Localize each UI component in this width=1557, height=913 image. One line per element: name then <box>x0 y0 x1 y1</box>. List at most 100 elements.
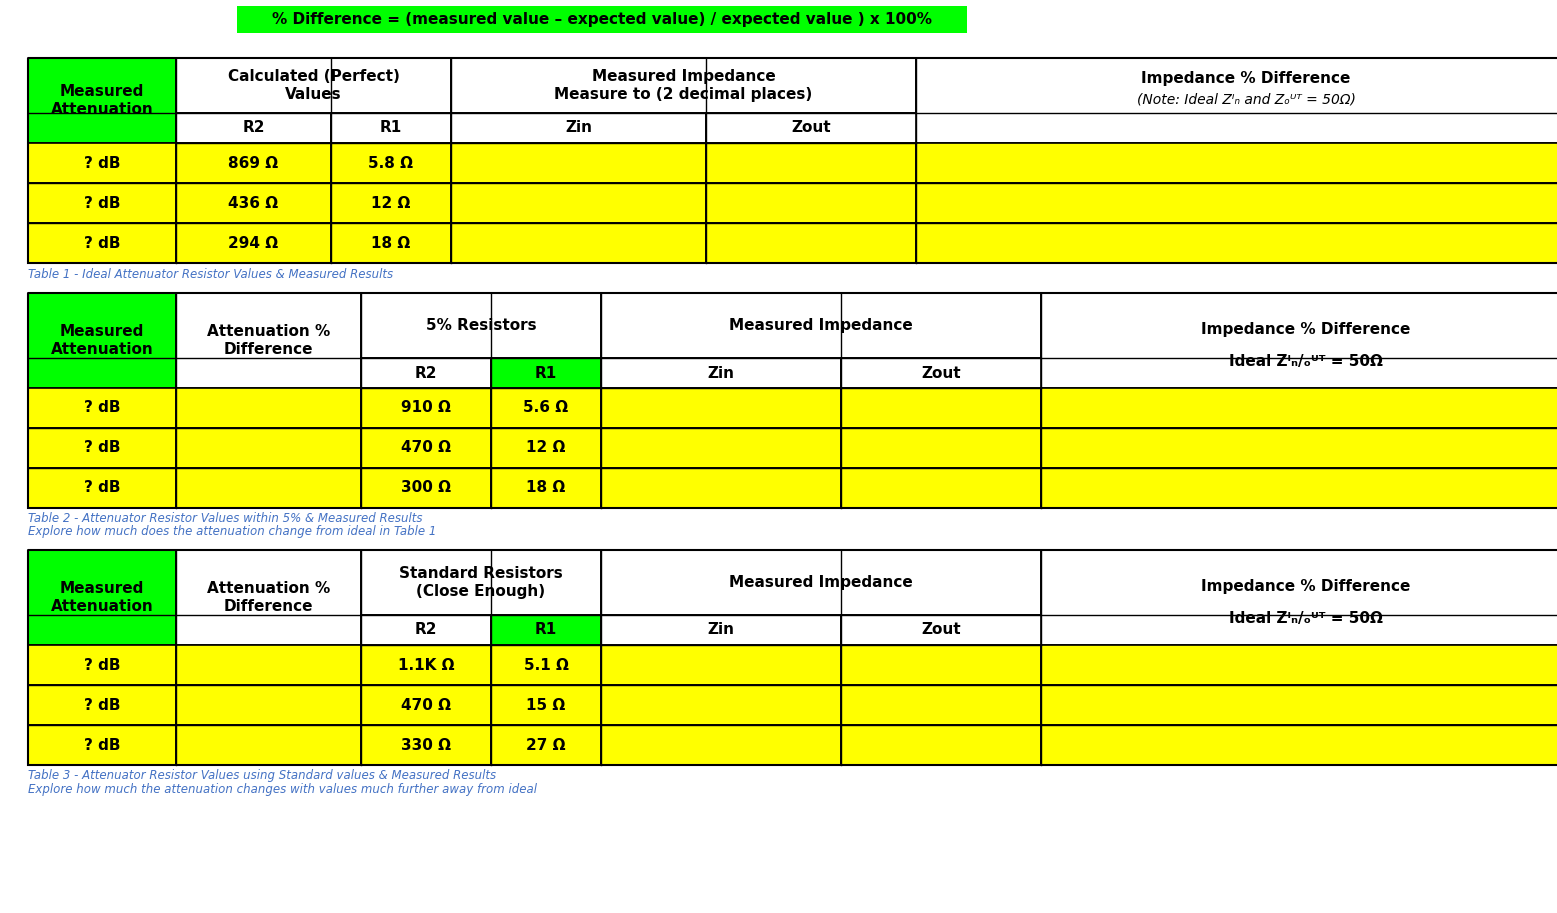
Bar <box>705 143 916 183</box>
Bar <box>176 725 361 765</box>
Text: Attenuation %
Difference: Attenuation % Difference <box>207 582 330 614</box>
Bar <box>490 428 601 468</box>
Bar <box>490 468 601 508</box>
Text: Zin: Zin <box>565 121 592 135</box>
Text: Zout: Zout <box>791 121 831 135</box>
Bar <box>28 645 176 685</box>
Bar <box>916 143 1557 183</box>
Text: 18 Ω: 18 Ω <box>526 480 565 496</box>
Text: 300 Ω: 300 Ω <box>402 480 452 496</box>
Text: Zin: Zin <box>707 365 735 381</box>
Bar <box>176 223 332 263</box>
Bar <box>1042 550 1557 645</box>
Text: Measured
Attenuation: Measured Attenuation <box>51 582 154 614</box>
Text: Ideal Zᴵₙ/ₒᵁᵀ = 50Ω: Ideal Zᴵₙ/ₒᵁᵀ = 50Ω <box>1228 611 1383 626</box>
Bar <box>601 388 841 428</box>
Text: ? dB: ? dB <box>84 738 120 752</box>
Text: Measured Impedance: Measured Impedance <box>729 575 912 590</box>
Bar <box>1042 725 1557 765</box>
Bar <box>841 685 1042 725</box>
Bar <box>601 358 841 388</box>
Text: ? dB: ? dB <box>84 236 120 250</box>
Text: Standard Resistors
(Close Enough): Standard Resistors (Close Enough) <box>399 566 564 599</box>
Bar <box>601 645 841 685</box>
Bar <box>28 468 176 508</box>
Bar <box>176 645 361 685</box>
Text: ? dB: ? dB <box>84 401 120 415</box>
Bar <box>601 725 841 765</box>
Bar <box>361 468 490 508</box>
Text: Table 1 - Ideal Attenuator Resistor Values & Measured Results: Table 1 - Ideal Attenuator Resistor Valu… <box>28 268 392 281</box>
Bar <box>176 113 332 143</box>
Text: Impedance % Difference: Impedance % Difference <box>1202 579 1411 593</box>
Bar <box>361 685 490 725</box>
Text: Zout: Zout <box>922 623 961 637</box>
Text: 294 Ω: 294 Ω <box>229 236 279 250</box>
Text: Calculated (Perfect)
Values: Calculated (Perfect) Values <box>227 69 400 101</box>
Bar <box>28 550 1557 765</box>
Text: Ideal Zᴵₙ/ₒᵁᵀ = 50Ω: Ideal Zᴵₙ/ₒᵁᵀ = 50Ω <box>1228 354 1383 369</box>
Text: Table 2 - Attenuator Resistor Values within 5% & Measured Results: Table 2 - Attenuator Resistor Values wit… <box>28 512 422 526</box>
Text: ? dB: ? dB <box>84 480 120 496</box>
Text: 1.1K Ω: 1.1K Ω <box>397 657 455 673</box>
Bar <box>841 645 1042 685</box>
Bar <box>490 685 601 725</box>
Bar <box>841 468 1042 508</box>
Bar <box>452 183 705 223</box>
Bar <box>28 428 176 468</box>
Text: R1: R1 <box>536 623 557 637</box>
Text: 12 Ω: 12 Ω <box>526 440 565 456</box>
Bar <box>332 183 452 223</box>
Bar <box>361 358 490 388</box>
Bar <box>490 388 601 428</box>
Bar <box>361 725 490 765</box>
Bar <box>705 223 916 263</box>
Bar <box>841 615 1042 645</box>
Text: R2: R2 <box>414 623 438 637</box>
Bar <box>332 223 452 263</box>
Text: 15 Ω: 15 Ω <box>526 698 565 712</box>
Text: Table 3 - Attenuator Resistor Values using Standard values & Measured Results: Table 3 - Attenuator Resistor Values usi… <box>28 770 497 782</box>
Text: Impedance % Difference: Impedance % Difference <box>1141 71 1350 87</box>
Bar <box>28 58 176 143</box>
Text: 330 Ω: 330 Ω <box>402 738 452 752</box>
Bar <box>1042 645 1557 685</box>
Bar <box>841 725 1042 765</box>
Text: 18 Ω: 18 Ω <box>372 236 411 250</box>
Bar <box>332 113 452 143</box>
Bar <box>601 615 841 645</box>
Text: Impedance % Difference: Impedance % Difference <box>1202 321 1411 337</box>
Text: Measured Impedance: Measured Impedance <box>729 318 912 333</box>
Bar <box>841 388 1042 428</box>
Bar <box>490 615 601 645</box>
Bar <box>176 293 361 388</box>
Bar <box>841 358 1042 388</box>
Text: ? dB: ? dB <box>84 195 120 211</box>
Bar <box>28 58 1557 263</box>
Bar <box>176 428 361 468</box>
Bar <box>916 183 1557 223</box>
Bar <box>332 143 452 183</box>
Text: Measured
Attenuation: Measured Attenuation <box>51 84 154 117</box>
Bar <box>237 6 967 33</box>
Text: R2: R2 <box>243 121 265 135</box>
Text: 5.8 Ω: 5.8 Ω <box>369 155 414 171</box>
Text: 470 Ω: 470 Ω <box>402 440 452 456</box>
Text: ? dB: ? dB <box>84 657 120 673</box>
Bar <box>601 550 1042 615</box>
Text: 5% Resistors: 5% Resistors <box>425 318 536 333</box>
Bar <box>601 428 841 468</box>
Text: 12 Ω: 12 Ω <box>371 195 411 211</box>
Text: ? dB: ? dB <box>84 440 120 456</box>
Bar <box>490 358 601 388</box>
Bar <box>28 388 176 428</box>
Bar <box>28 685 176 725</box>
Bar <box>601 293 1042 358</box>
Text: (Note: Ideal Zᴵₙ and Zₒᵁᵀ = 50Ω): (Note: Ideal Zᴵₙ and Zₒᵁᵀ = 50Ω) <box>1137 92 1356 106</box>
Bar <box>916 58 1557 143</box>
Text: 5.6 Ω: 5.6 Ω <box>523 401 568 415</box>
Text: R2: R2 <box>414 365 438 381</box>
Bar <box>1042 468 1557 508</box>
Bar <box>361 428 490 468</box>
Bar <box>176 550 361 645</box>
